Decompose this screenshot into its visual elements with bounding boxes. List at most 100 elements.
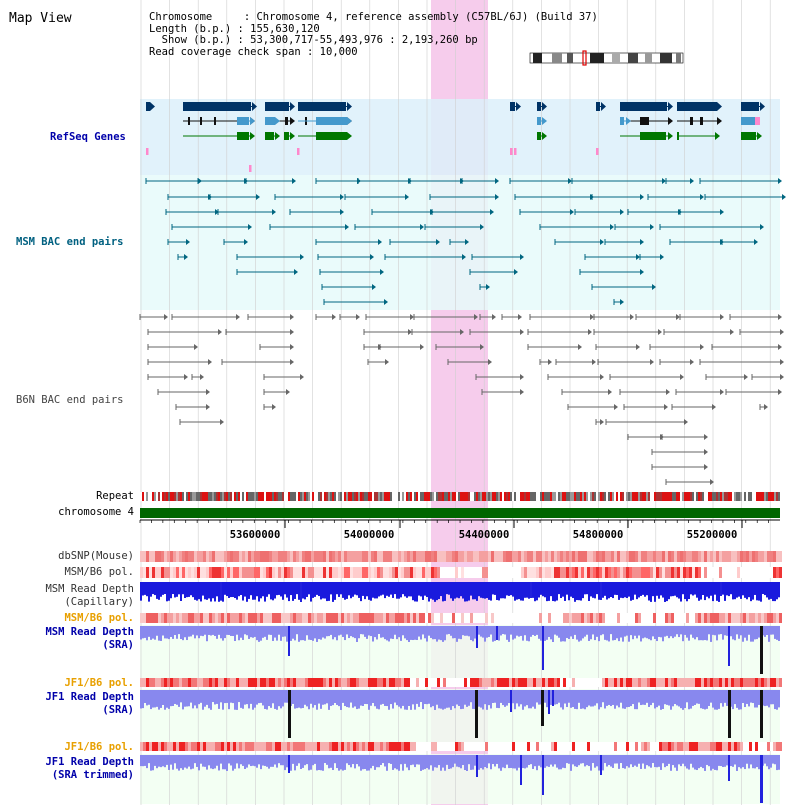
gene-exon[interactable] [298,102,346,111]
bac-end-arrow[interactable] [630,314,634,320]
bac-end-arrow[interactable] [782,194,786,200]
gene-strand-arrow[interactable] [250,132,255,140]
bac-end-arrow[interactable] [480,224,484,230]
bac-end-arrow[interactable] [650,359,654,365]
bac-end-arrow[interactable] [290,344,294,350]
gene-exon[interactable] [270,117,273,125]
bac-end-arrow[interactable] [290,314,294,320]
bac-end-arrow[interactable] [676,314,680,320]
gene-strand-arrow[interactable] [347,117,352,125]
bac-end-arrow[interactable] [610,224,614,230]
bac-end-arrow[interactable] [520,389,524,395]
bac-end-arrow[interactable] [372,284,376,290]
bac-end-arrow[interactable] [385,359,389,365]
gene-exon[interactable] [690,117,693,125]
gene-exon[interactable] [237,117,249,125]
bac-end-arrow[interactable] [340,209,344,215]
gene-strand-arrow[interactable] [542,132,547,140]
gene-exon[interactable] [265,117,275,125]
bac-end-arrow[interactable] [184,254,188,260]
bac-end-arrow[interactable] [290,359,294,365]
bac-end-arrow[interactable] [520,329,524,335]
bac-end-arrow[interactable] [474,314,478,320]
bac-end-arrow[interactable] [720,239,724,245]
bac-end-arrow[interactable] [590,194,594,200]
gene-exon[interactable] [755,117,760,125]
gene-exon[interactable] [316,117,347,125]
gene-strand-arrow[interactable] [717,102,722,111]
bac-end-arrow[interactable] [700,344,704,350]
bac-end-arrow[interactable] [720,209,724,215]
bac-end-arrow[interactable] [492,314,496,320]
bac-end-arrow[interactable] [704,449,708,455]
gene-marker[interactable] [297,148,300,155]
bac-end-arrow[interactable] [294,269,298,275]
bac-end-arrow[interactable] [548,359,552,365]
bac-end-arrow[interactable] [712,404,716,410]
bac-end-arrow[interactable] [186,239,190,245]
gene-marker[interactable] [514,148,517,155]
gene-exon[interactable] [620,117,624,125]
bac-end-arrow[interactable] [620,209,624,215]
gene-exon[interactable] [677,132,679,140]
bac-end-arrow[interactable] [684,419,688,425]
bac-end-arrow[interactable] [570,209,574,215]
gene-strand-arrow[interactable] [347,102,352,111]
bac-end-arrow[interactable] [764,404,768,410]
bac-end-arrow[interactable] [357,178,361,184]
gene-exon[interactable] [640,132,666,140]
gene-strand-arrow[interactable] [715,132,720,140]
bac-end-arrow[interactable] [520,374,524,380]
gene-exon[interactable] [183,102,251,111]
bac-end-arrow[interactable] [405,194,409,200]
bac-end-arrow[interactable] [578,344,582,350]
refseq-gene-features[interactable] [146,102,765,172]
gene-exon[interactable] [537,132,541,140]
bac-end-arrow[interactable] [658,329,662,335]
bac-end-arrow[interactable] [460,178,464,184]
bac-end-arrow[interactable] [620,299,624,305]
bac-end-arrow[interactable] [760,224,764,230]
bac-end-arrow[interactable] [206,404,210,410]
bac-end-arrow[interactable] [206,389,210,395]
bac-end-arrow[interactable] [660,254,664,260]
bac-end-arrow[interactable] [290,329,294,335]
bac-end-arrow[interactable] [600,374,604,380]
bac-end-arrow[interactable] [164,314,168,320]
bac-end-arrow[interactable] [650,224,654,230]
bac-end-arrow[interactable] [208,359,212,365]
bac-end-arrow[interactable] [486,284,490,290]
bac-end-arrow[interactable] [286,389,290,395]
bac-end-arrow[interactable] [218,329,222,335]
bac-end-arrow[interactable] [614,404,618,410]
bac-end-arrow[interactable] [592,359,596,365]
gene-exon[interactable] [620,102,667,111]
bac-end-arrow[interactable] [220,419,224,425]
gene-marker[interactable] [596,148,599,155]
gene-strand-arrow[interactable] [717,117,722,125]
bac-end-arrow[interactable] [420,224,424,230]
gene-exon[interactable] [596,102,600,111]
gene-strand-arrow[interactable] [760,102,765,111]
gene-strand-arrow[interactable] [150,102,155,111]
gene-marker[interactable] [249,165,252,172]
bac-end-arrow[interactable] [680,374,684,380]
bac-end-arrow[interactable] [490,209,494,215]
gene-exon[interactable] [316,132,347,140]
bac-end-arrow[interactable] [520,254,524,260]
gene-strand-arrow[interactable] [252,102,257,111]
bac-end-arrow[interactable] [720,389,724,395]
bac-end-arrow[interactable] [272,404,276,410]
bac-end-arrow[interactable] [514,269,518,275]
bac-end-arrow[interactable] [780,329,784,335]
gene-strand-arrow[interactable] [542,102,547,111]
bac-end-arrow[interactable] [356,314,360,320]
bac-end-arrow[interactable] [345,224,349,230]
gene-strand-arrow[interactable] [347,132,352,140]
bac-end-arrow[interactable] [690,178,694,184]
bac-end-arrow[interactable] [710,479,714,485]
bac-end-arrow[interactable] [636,254,640,260]
bac-end-arrow[interactable] [198,178,202,184]
bac-end-arrow[interactable] [704,434,708,440]
bac-end-arrow[interactable] [495,178,499,184]
